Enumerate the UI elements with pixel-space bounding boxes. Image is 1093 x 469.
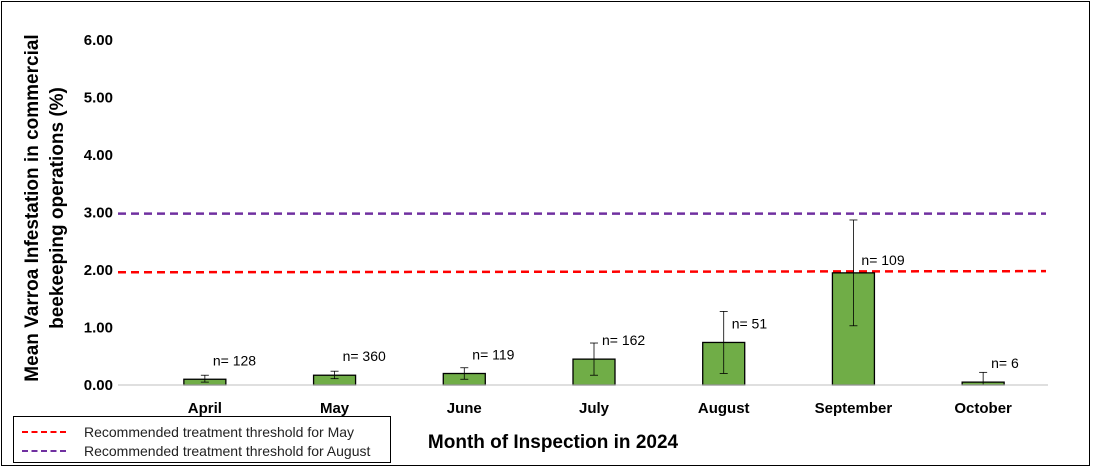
x-tick-label: September	[815, 400, 893, 417]
legend-item-may: Recommended treatment threshold for May	[22, 423, 354, 441]
sample-size-label: n= 128	[213, 352, 256, 368]
legend-item-august: Recommended treatment threshold for Augu…	[22, 442, 370, 460]
legend: Recommended treatment threshold for May …	[13, 416, 391, 463]
sample-size-labels: n= 128 n= 360 n= 119 n= 162 n= 51 n= 109 n= 6	[213, 252, 1019, 371]
x-axis-title: Month of Inspection in 2024	[428, 432, 679, 453]
x-tick-label: July	[579, 400, 610, 417]
y-axis-title-line-1: Mean Varroa Infestation in commercial	[22, 34, 43, 381]
sample-size-label: n= 109	[861, 252, 904, 268]
y-tick-label: 0.00	[84, 377, 113, 394]
legend-label-may: Recommended treatment threshold for May	[84, 424, 355, 440]
sample-size-label: n= 162	[602, 332, 645, 348]
y-axis-ticks: 0.00 1.00 2.00 3.00 4.00 5.00 6.00	[84, 32, 113, 394]
legend-swatch-august	[22, 450, 66, 452]
y-tick-label: 1.00	[84, 320, 113, 337]
legend-label-august: Recommended treatment threshold for Augu…	[84, 443, 371, 459]
y-tick-label: 5.00	[84, 90, 113, 107]
legend-swatch-may	[22, 431, 66, 433]
x-tick-label: April	[188, 400, 222, 417]
sample-size-label: n= 6	[991, 355, 1019, 371]
y-tick-label: 2.00	[84, 262, 113, 279]
y-axis-title-line-2: beekeeping operations (%)	[47, 87, 68, 329]
y-tick-label: 3.00	[84, 205, 113, 222]
x-tick-label: June	[447, 400, 482, 417]
sample-size-label: n= 119	[472, 347, 514, 363]
sample-size-label: n= 360	[343, 348, 386, 364]
threshold-lines	[117, 212, 1047, 274]
sample-size-label: n= 51	[732, 315, 768, 331]
x-axis-categories: April May June July August September October	[188, 400, 1012, 417]
y-tick-label: 6.00	[84, 32, 113, 49]
threshold-line	[117, 269, 1047, 274]
y-tick-label: 4.00	[84, 147, 113, 164]
x-tick-label: August	[698, 400, 750, 417]
x-tick-label: May	[320, 400, 350, 417]
error-bars	[200, 219, 988, 385]
x-tick-label: October	[954, 400, 1012, 417]
